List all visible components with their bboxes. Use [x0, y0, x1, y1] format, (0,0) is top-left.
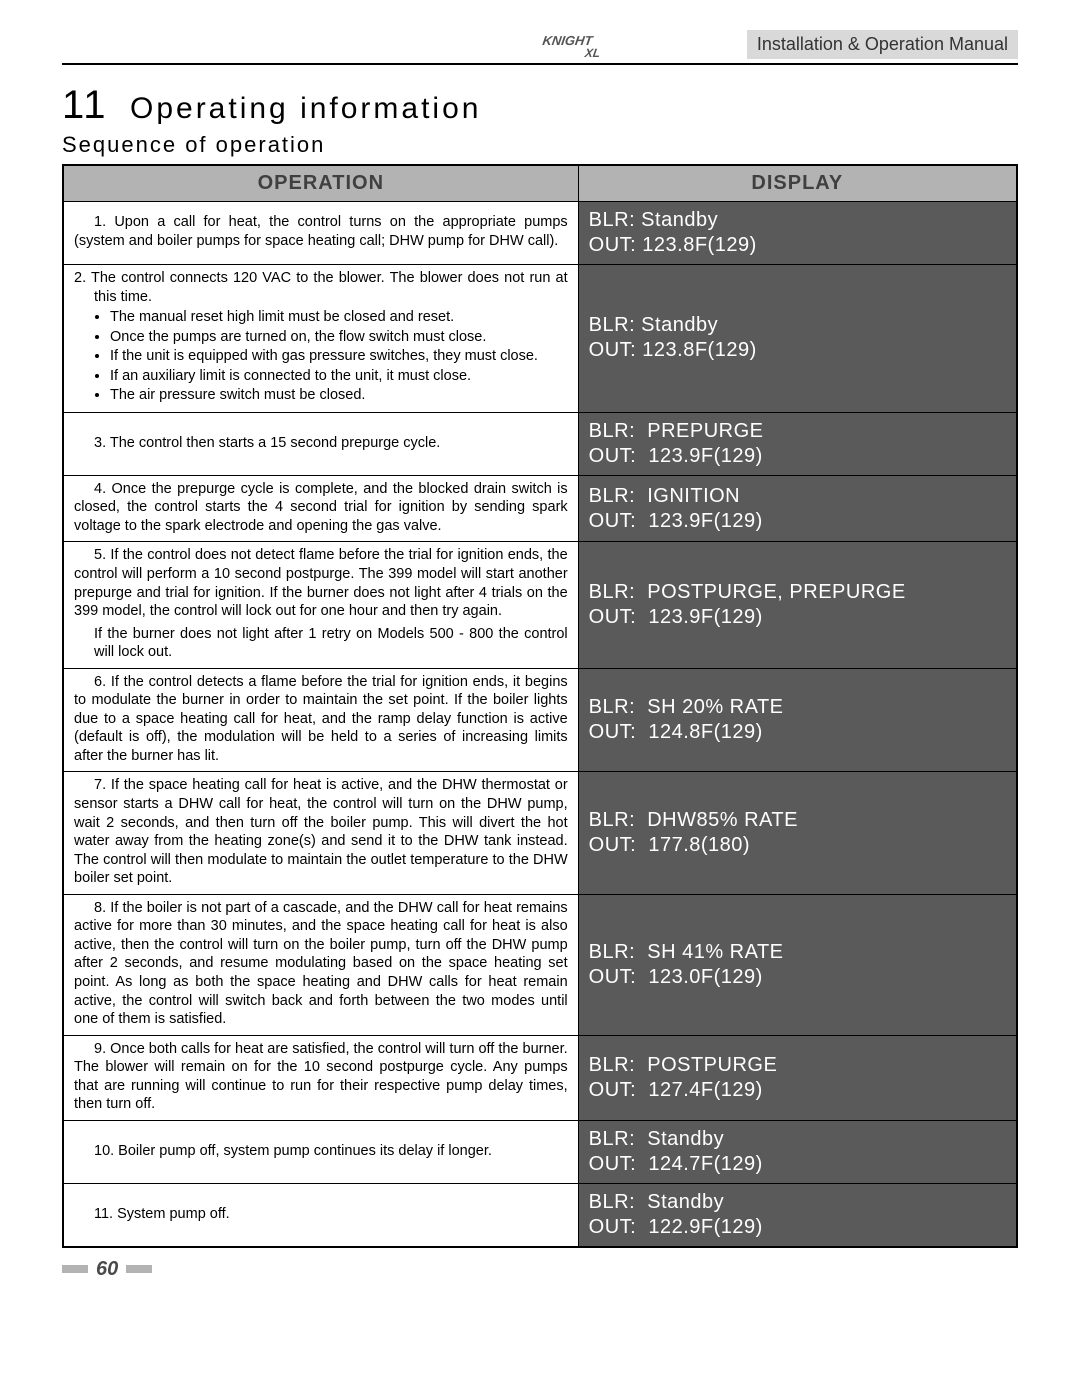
col-header-operation: OPERATION: [63, 165, 578, 202]
display-cell: BLR: IGNITION OUT: 123.9F(129): [578, 475, 1017, 542]
chapter-heading: 11 Operating information: [62, 83, 1018, 128]
display-line-blr: BLR: SH 20% RATE: [589, 695, 1006, 720]
chapter-title: Operating information: [130, 92, 482, 126]
operation-text: 4. Once the prepurge cycle is complete, …: [74, 481, 568, 534]
svg-text:XL: XL: [583, 46, 601, 59]
operation-text: 3. The control then starts a 15 second p…: [94, 435, 440, 451]
display-line-blr: BLR: IGNITION: [589, 484, 1006, 509]
operation-text: 6. If the control detects a flame before…: [74, 674, 568, 764]
operation-text: 5. If the control does not detect flame …: [74, 547, 568, 619]
list-item: The manual reset high limit must be clos…: [110, 308, 568, 327]
display-line-out: OUT: 123.8F(129): [589, 233, 1006, 258]
display-line-out: OUT: 123.9F(129): [589, 605, 1006, 630]
table-row: 10. Boiler pump off, system pump continu…: [63, 1120, 1017, 1183]
display-cell: BLR: DHW85% RATE OUT: 177.8(180): [578, 772, 1017, 894]
operation-text: 1. Upon a call for heat, the control tur…: [74, 214, 568, 249]
display-line-blr: BLR: POSTPURGE, PREPURGE: [589, 580, 1006, 605]
operation-text: 11. System pump off.: [94, 1206, 230, 1222]
display-cell: BLR: SH 20% RATE OUT: 124.8F(129): [578, 668, 1017, 772]
section-subtitle: Sequence of operation: [62, 132, 1018, 158]
display-line-blr: BLR: PREPURGE: [589, 419, 1006, 444]
table-row: 5. If the control does not detect flame …: [63, 542, 1017, 668]
page-header: KNIGHT XL Installation & Operation Manua…: [62, 30, 1018, 65]
page-footer: 60: [62, 1258, 1018, 1281]
sequence-table: OPERATION DISPLAY 1. Upon a call for hea…: [62, 164, 1018, 1248]
display-cell: BLR: POSTPURGE, PREPURGE OUT: 123.9F(129…: [578, 542, 1017, 668]
display-cell: BLR: Standby OUT: 123.8F(129): [578, 202, 1017, 265]
display-line-blr: BLR: Standby: [589, 1190, 1006, 1215]
chapter-number: 11: [62, 83, 108, 128]
display-line-blr: BLR: DHW85% RATE: [589, 808, 1006, 833]
col-header-display: DISPLAY: [578, 165, 1017, 202]
display-line-out: OUT: 123.9F(129): [589, 444, 1006, 469]
operation-text: 10. Boiler pump off, system pump continu…: [94, 1143, 492, 1159]
display-line-out: OUT: 124.8F(129): [589, 720, 1006, 745]
display-line-blr: BLR: SH 41% RATE: [589, 940, 1006, 965]
display-line-out: OUT: 124.7F(129): [589, 1152, 1006, 1177]
footer-decor-bar: [62, 1265, 88, 1273]
display-cell: BLR: Standby OUT: 122.9F(129): [578, 1183, 1017, 1247]
display-line-blr: BLR: Standby: [589, 313, 1006, 338]
display-line-out: OUT: 127.4F(129): [589, 1078, 1006, 1103]
display-line-out: OUT: 123.0F(129): [589, 965, 1006, 990]
display-cell: BLR: Standby OUT: 123.8F(129): [578, 265, 1017, 413]
table-row: 1. Upon a call for heat, the control tur…: [63, 202, 1017, 265]
operation-text-extra: If the burner does not light after 1 ret…: [94, 625, 568, 662]
table-row: 7. If the space heating call for heat is…: [63, 772, 1017, 894]
display-line-out: OUT: 177.8(180): [589, 833, 1006, 858]
display-line-blr: BLR: POSTPURGE: [589, 1053, 1006, 1078]
display-cell: BLR: POSTPURGE OUT: 127.4F(129): [578, 1035, 1017, 1120]
brand-logo: KNIGHT XL: [422, 31, 747, 59]
display-cell: BLR: PREPURGE OUT: 123.9F(129): [578, 412, 1017, 475]
display-cell: BLR: SH 41% RATE OUT: 123.0F(129): [578, 894, 1017, 1035]
operation-text: 7. If the space heating call for heat is…: [74, 777, 568, 886]
table-row: 3. The control then starts a 15 second p…: [63, 412, 1017, 475]
list-item: If the unit is equipped with gas pressur…: [110, 347, 568, 366]
manual-title: Installation & Operation Manual: [747, 30, 1018, 59]
table-row: 4. Once the prepurge cycle is complete, …: [63, 475, 1017, 542]
table-row: 2. The control connects 120 VAC to the b…: [63, 265, 1017, 413]
footer-decor-bar: [126, 1265, 152, 1273]
table-row: 6. If the control detects a flame before…: [63, 668, 1017, 772]
list-item: Once the pumps are turned on, the flow s…: [110, 328, 568, 347]
manual-page: KNIGHT XL Installation & Operation Manua…: [0, 0, 1080, 1321]
display-line-out: OUT: 123.9F(129): [589, 509, 1006, 534]
table-row: 11. System pump off. BLR: Standby OUT: 1…: [63, 1183, 1017, 1247]
table-row: 8. If the boiler is not part of a cascad…: [63, 894, 1017, 1035]
operation-bullet-list: The manual reset high limit must be clos…: [110, 308, 568, 405]
display-cell: BLR: Standby OUT: 124.7F(129): [578, 1120, 1017, 1183]
operation-text: 8. If the boiler is not part of a cascad…: [74, 900, 568, 1027]
list-item: The air pressure switch must be closed.: [110, 386, 568, 405]
list-item: If an auxiliary limit is connected to th…: [110, 367, 568, 386]
table-row: 9. Once both calls for heat are satisfie…: [63, 1035, 1017, 1120]
display-line-blr: BLR: Standby: [589, 208, 1006, 233]
display-line-out: OUT: 123.8F(129): [589, 338, 1006, 363]
operation-text: 2. The control connects 120 VAC to the b…: [94, 269, 568, 306]
operation-text: 9. Once both calls for heat are satisfie…: [74, 1041, 568, 1113]
knight-xl-logo-icon: KNIGHT XL: [542, 31, 626, 59]
display-line-blr: BLR: Standby: [589, 1127, 1006, 1152]
display-line-out: OUT: 122.9F(129): [589, 1215, 1006, 1240]
page-number: 60: [96, 1258, 118, 1281]
